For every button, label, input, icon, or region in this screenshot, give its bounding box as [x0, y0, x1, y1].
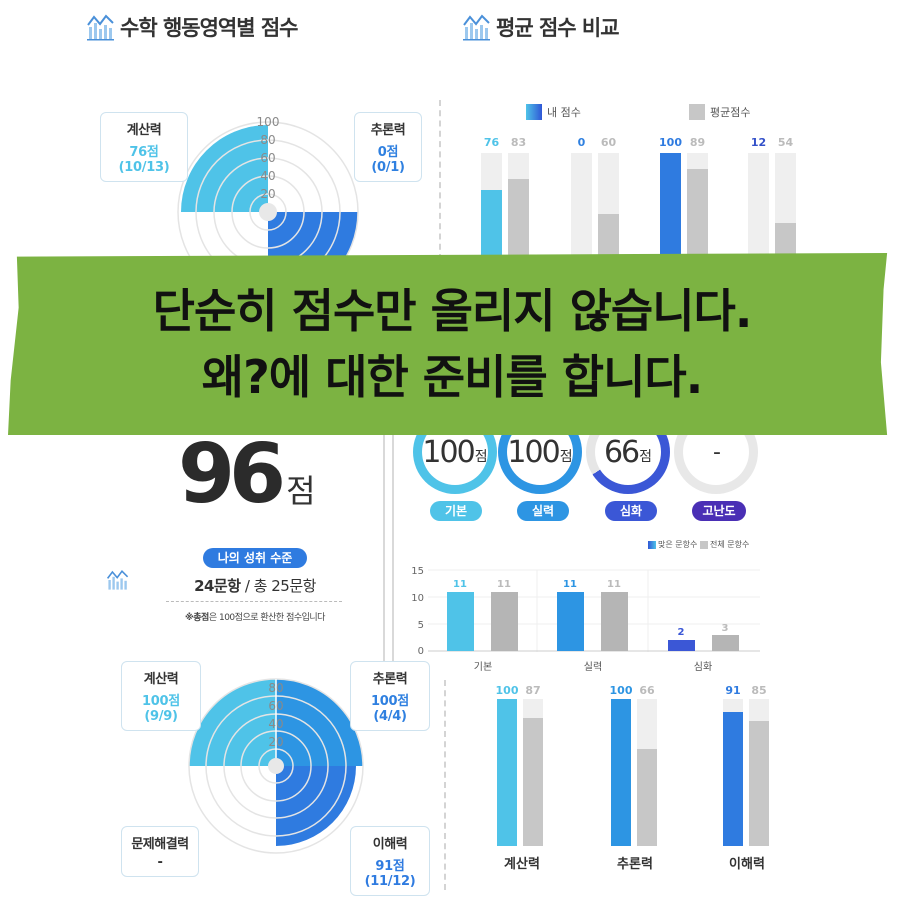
- svg-text:3: 3: [722, 623, 729, 634]
- count-bar-chart: 15 10 5 0 11 11 11 11 2 3 기본 실력 심화: [411, 566, 760, 673]
- svg-text:5: 5: [418, 620, 424, 631]
- bar-mine: [723, 712, 743, 846]
- total-score-value: 96: [178, 427, 286, 522]
- promo-banner: 단순히 점수만 올리지 않습니다. 왜?에 대한 준비를 합니다.: [8, 253, 888, 435]
- callout-reasoning-bottom: 추론력 100점 (4/4): [350, 661, 430, 731]
- question-count: 24문항 / 총 25문항: [165, 575, 345, 596]
- pill-basic: 기본: [430, 501, 482, 521]
- top-bar-group-2: 0 60: [571, 136, 621, 260]
- svg-text:15: 15: [411, 566, 424, 577]
- section-title-behavior-scores: 수학 행동영역별 점수: [86, 12, 299, 42]
- bar-category-label: 계산력: [504, 857, 540, 872]
- polar-chart-top: 100 80 60 40 20: [177, 115, 359, 262]
- achievement-badge: 나의 성취 수준: [203, 548, 307, 568]
- bar-value-avg: 89: [689, 136, 706, 149]
- bar-category-label: 이해력: [729, 857, 765, 872]
- bottom-bar-group-1: 100 87: [496, 684, 545, 846]
- bar-mine: [611, 699, 631, 846]
- legend-swatch-gray: [689, 104, 705, 120]
- r-tick: 100: [257, 115, 280, 129]
- svg-text:80: 80: [268, 681, 283, 695]
- bar-avg: [687, 169, 708, 260]
- chart-icon: [463, 14, 490, 41]
- svg-text:10: 10: [411, 593, 424, 604]
- pill-skill: 실력: [517, 501, 569, 521]
- bar-mine: [481, 190, 502, 260]
- chart-icon: [87, 14, 114, 41]
- r-tick: 20: [260, 187, 275, 201]
- polar-chart-bottom: 80 60 40 20: [188, 678, 364, 854]
- count-separator: /: [244, 577, 250, 595]
- bar-avg: [523, 718, 543, 846]
- bar-mine: [660, 153, 681, 260]
- callout-reasoning: 추론력 0점 (0/1): [354, 112, 422, 182]
- callout-calculation: 계산력 76점 (10/13): [100, 112, 188, 182]
- svg-text:60: 60: [268, 699, 283, 713]
- svg-text:11: 11: [453, 579, 467, 590]
- legend-swatch-gradient: [526, 104, 542, 120]
- svg-text:2: 2: [678, 627, 685, 638]
- pill-hard: 고난도: [692, 501, 746, 521]
- svg-text:11: 11: [607, 579, 621, 590]
- callout-value: 76점 (10/13): [118, 145, 170, 175]
- section-title-average-compare: 평균 점수 비교: [462, 12, 620, 42]
- divider-bottom: [444, 680, 446, 890]
- callout-comprehension: 이해력 91점 (11/12): [350, 826, 430, 896]
- svg-text:심화: 심화: [694, 661, 712, 673]
- pill-advanced: 심화: [605, 501, 657, 521]
- callout-calculation-bottom: 계산력 100점 (9/9): [121, 661, 201, 731]
- total-score: 96 점: [178, 430, 316, 520]
- callout-problem-solving: 문제해결력 -: [121, 826, 199, 877]
- bar-value-mine: 76: [483, 136, 500, 149]
- section-title-text: 수학 행동영역별 점수: [120, 16, 299, 40]
- section-title-text: 평균 점수 비교: [496, 16, 620, 40]
- svg-text:11: 11: [563, 579, 577, 590]
- bar-value-mine: 0: [577, 136, 586, 149]
- total-score-unit: 점: [286, 472, 316, 510]
- legend-correct: 맞은 문항수: [648, 539, 697, 550]
- svg-text:0: 0: [418, 646, 424, 657]
- svg-text:실력: 실력: [584, 661, 602, 673]
- bar-avg: [598, 214, 619, 260]
- callout-name: 계산력: [126, 123, 162, 138]
- bar-category-label: 추론력: [617, 857, 653, 872]
- r-tick: 60: [260, 151, 275, 165]
- bar-avg: [775, 223, 796, 260]
- bar-value-avg: 60: [600, 136, 617, 149]
- bar-value-mine: 12: [750, 136, 767, 149]
- legend-total: 전체 문항수: [700, 539, 749, 550]
- legend-my-score: 내 점수: [526, 104, 581, 120]
- divider-mid-1: [383, 430, 385, 670]
- total-count: 총 25문항: [253, 577, 317, 595]
- bottom-bar-group-3: 91 85: [723, 684, 771, 846]
- divider-top: [439, 100, 441, 260]
- dashed-divider: [166, 601, 342, 602]
- r-tick: 40: [260, 169, 275, 183]
- bar-avg: [508, 179, 529, 260]
- top-bar-group-3: 100 89: [659, 136, 710, 260]
- bar-avg: [637, 749, 657, 846]
- legend-average: 평균점수: [689, 104, 750, 120]
- svg-text:40: 40: [268, 717, 283, 731]
- bottom-bar-group-2: 100 66: [610, 684, 659, 846]
- top-bar-group-1: 76 83: [481, 136, 531, 260]
- score-note: ※총점은 100점으로 환산한 점수입니다: [185, 613, 325, 623]
- correct-count: 24문항: [194, 577, 241, 595]
- divider-mid-2: [392, 430, 394, 670]
- bar-value-avg: 83: [510, 136, 527, 149]
- svg-text:기본: 기본: [474, 661, 492, 673]
- bar-value-mine: 100: [659, 136, 682, 149]
- banner-line-1: 단순히 점수만 올리지 않습니다.: [152, 284, 753, 338]
- callout-name: 추론력: [370, 123, 406, 138]
- chart-icon: [106, 569, 129, 590]
- banner-line-2: 왜?에 대한 준비를 합니다.: [201, 350, 703, 404]
- r-tick: 80: [260, 133, 275, 147]
- svg-text:20: 20: [268, 735, 283, 749]
- bar-value-avg: 54: [777, 136, 794, 149]
- callout-value: 0점 (0/1): [371, 145, 405, 175]
- bar-avg: [749, 721, 769, 846]
- top-bar-group-4: 12 54: [748, 136, 798, 260]
- svg-text:11: 11: [497, 579, 511, 590]
- bar-mine: [497, 699, 517, 846]
